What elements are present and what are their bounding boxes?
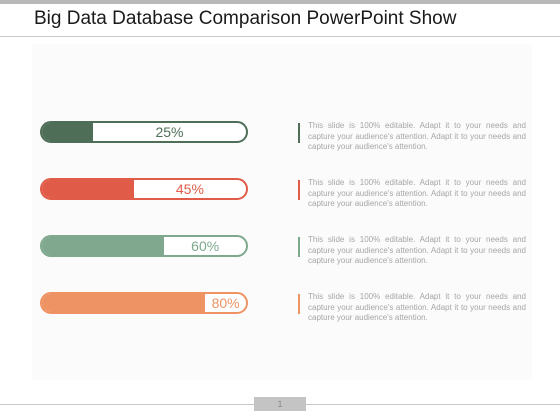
divider-line-3 xyxy=(298,237,300,257)
progress-bar-1: 25% xyxy=(40,121,248,143)
slide-title: Big Data Database Comparison PowerPoint … xyxy=(34,8,457,29)
progress-percent-label-1: 25% xyxy=(155,124,184,140)
top-strip xyxy=(0,0,560,4)
divider-line-1 xyxy=(298,123,300,143)
progress-row-4: 80% This slide is 100% editable. Adapt i… xyxy=(40,292,530,332)
progress-bar-3: 60% xyxy=(40,235,248,257)
progress-bar-4: 80% xyxy=(40,292,248,314)
divider-line-2 xyxy=(298,180,300,200)
description-text-3: This slide is 100% editable. Adapt it to… xyxy=(308,235,526,265)
page-number: 1 xyxy=(254,397,306,411)
progress-fill-3 xyxy=(42,237,165,255)
content-area xyxy=(32,44,532,380)
progress-fill-2 xyxy=(42,180,134,198)
progress-fill-4 xyxy=(42,294,206,312)
description-text-1: This slide is 100% editable. Adapt it to… xyxy=(308,121,526,151)
progress-row-3: 60% This slide is 100% editable. Adapt i… xyxy=(40,235,530,275)
progress-percent-label-2: 45% xyxy=(175,181,204,197)
title-divider xyxy=(0,36,560,37)
description-text-2: This slide is 100% editable. Adapt it to… xyxy=(308,178,526,208)
progress-bar-2: 45% xyxy=(40,178,248,200)
progress-percent-label-3: 60% xyxy=(191,238,220,254)
progress-fill-1 xyxy=(42,123,93,141)
progress-row-2: 45% This slide is 100% editable. Adapt i… xyxy=(40,178,530,218)
progress-percent-label-4: 80% xyxy=(211,295,240,311)
progress-row-1: 25% This slide is 100% editable. Adapt i… xyxy=(40,121,530,161)
divider-line-4 xyxy=(298,294,300,314)
description-text-4: This slide is 100% editable. Adapt it to… xyxy=(308,292,526,322)
